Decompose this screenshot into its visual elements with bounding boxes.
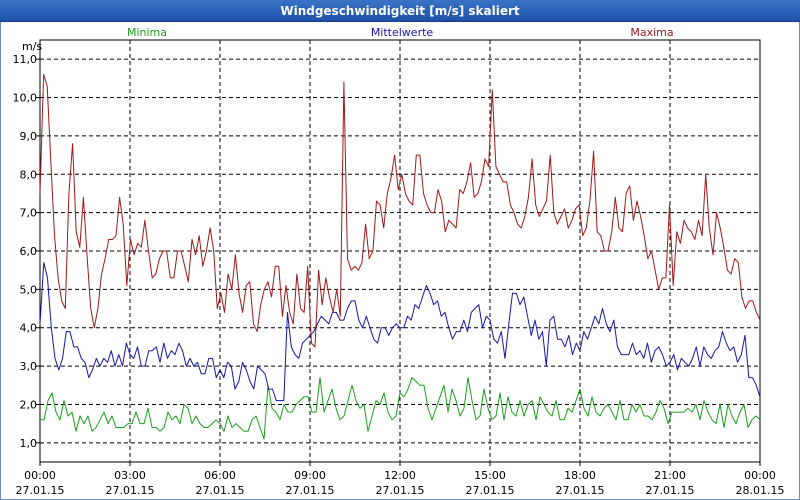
series-line-mittelwerte bbox=[39, 262, 761, 402]
x-tick-date: 27.01.15 bbox=[556, 484, 605, 497]
x-tick-date: 27.01.15 bbox=[466, 484, 515, 497]
series-line-maxima bbox=[39, 74, 761, 348]
y-tick-label: 1,0 bbox=[20, 437, 38, 450]
legend: Minima Mittelwerte Maxima bbox=[127, 26, 674, 39]
grid-lines bbox=[40, 40, 760, 462]
y-tick-label: 5,0 bbox=[20, 283, 38, 296]
y-tick-label: 9,0 bbox=[20, 130, 38, 143]
x-tick-time: 03:00 bbox=[114, 469, 146, 482]
y-tick-label: 2,0 bbox=[20, 398, 38, 411]
y-tick-label: 10,0 bbox=[13, 92, 38, 105]
y-tick-label: 4,0 bbox=[20, 322, 38, 335]
y-tick-label: 8,0 bbox=[20, 168, 38, 181]
y-axis-label: m/s bbox=[22, 40, 42, 53]
y-tick-label: 11,0 bbox=[13, 53, 38, 66]
y-tick-label: 7,0 bbox=[20, 207, 38, 220]
x-tick-date: 27.01.15 bbox=[376, 484, 425, 497]
x-tick-time: 09:00 bbox=[294, 469, 326, 482]
x-tick-time: 06:00 bbox=[204, 469, 236, 482]
legend-mittelwerte: Mittelwerte bbox=[371, 26, 434, 39]
legend-maxima: Maxima bbox=[630, 26, 673, 39]
series-line-minima bbox=[40, 377, 761, 440]
x-tick-date: 27.01.15 bbox=[286, 484, 335, 497]
x-tick-time: 18:00 bbox=[564, 469, 596, 482]
x-tick-date: 27.01.15 bbox=[196, 484, 245, 497]
x-tick-time: 12:00 bbox=[384, 469, 416, 482]
x-tick-date: 27.01.15 bbox=[16, 484, 65, 497]
axis-layer: 1,0 2,0 3,0 4,0 5,0 6,0 7,0 8,0 9,0 10,0 11,0 00:00… bbox=[13, 53, 785, 497]
x-tick-time: 21:00 bbox=[654, 469, 686, 482]
series-layer bbox=[39, 74, 761, 440]
chart-title: Windgeschwindigkeit [m/s] skaliert bbox=[0, 0, 800, 22]
x-tick-time: 00:00 bbox=[744, 469, 776, 482]
x-tick-date: 28.01.15 bbox=[736, 484, 785, 497]
x-tick-time: 00:00 bbox=[24, 469, 56, 482]
y-tick-label: 3,0 bbox=[20, 360, 38, 373]
legend-minima: Minima bbox=[127, 26, 167, 39]
x-tick-date: 27.01.15 bbox=[106, 484, 155, 497]
y-tick-label: 6,0 bbox=[20, 245, 38, 258]
x-tick-time: 15:00 bbox=[474, 469, 506, 482]
x-tick-date: 27.01.15 bbox=[646, 484, 695, 497]
